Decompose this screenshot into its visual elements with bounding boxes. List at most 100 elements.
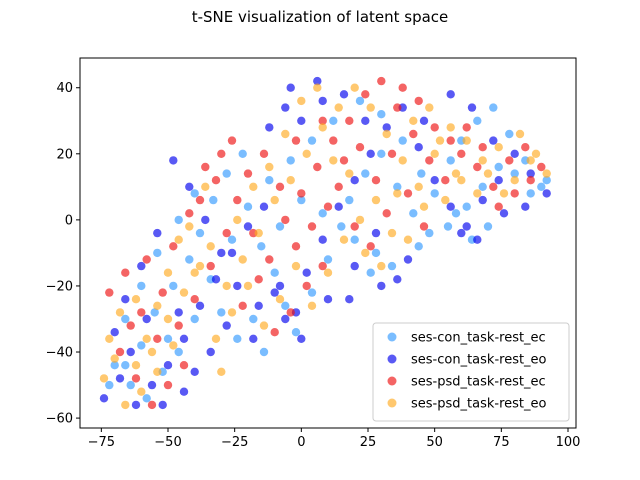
scatter-point-0-69 <box>489 103 498 112</box>
scatter-point-1-48 <box>121 295 130 304</box>
y-tick-label: −60 <box>46 412 73 427</box>
scatter-point-2-32 <box>366 242 375 251</box>
scatter-point-2-40 <box>238 301 247 310</box>
scatter-point-3-69 <box>361 248 370 258</box>
scatter-point-3-26 <box>478 156 487 165</box>
scatter-point-2-29 <box>414 96 423 106</box>
scatter-point-3-33 <box>435 136 445 145</box>
scatter-point-1-51 <box>142 314 151 324</box>
scatter-point-2-12 <box>297 189 306 198</box>
scatter-point-0-11 <box>270 268 279 277</box>
scatter-point-2-5 <box>185 209 194 218</box>
scatter-point-1-72 <box>249 334 258 343</box>
y-tick-label: 0 <box>65 213 73 228</box>
scatter-point-2-37 <box>286 308 295 317</box>
scatter-point-0-49 <box>110 361 119 370</box>
legend: ses-con_task-rest_ec ses-con_task-rest_eo… <box>372 322 570 422</box>
scatter-point-1-34 <box>393 275 402 284</box>
scatter-point-0-12 <box>281 301 290 310</box>
scatter-point-1-43 <box>201 215 210 225</box>
scatter-point-1-1 <box>115 374 125 383</box>
scatter-point-3-42 <box>291 261 301 271</box>
scatter-point-0-4 <box>169 281 178 291</box>
scatter-point-0-28 <box>526 189 535 198</box>
scatter-point-2-69 <box>462 123 471 132</box>
scatter-point-2-67 <box>419 222 429 231</box>
scatter-point-2-68 <box>446 136 455 145</box>
scatter-point-2-19 <box>409 129 418 139</box>
scatter-point-0-62 <box>371 248 381 258</box>
plot-frame <box>79 57 577 429</box>
scatter-point-3-68 <box>345 169 354 178</box>
scatter-point-1-22 <box>446 202 455 211</box>
scatter-point-1-0 <box>99 394 109 403</box>
scatter-point-3-1 <box>110 354 119 363</box>
scatter-point-2-51 <box>163 380 173 390</box>
scatter-point-0-34 <box>398 136 407 145</box>
scatter-point-2-66 <box>403 189 413 198</box>
scatter-point-1-52 <box>174 308 183 317</box>
scatter-point-1-61 <box>473 235 482 244</box>
scatter-point-3-6 <box>163 268 173 277</box>
scatter-point-3-10 <box>222 281 231 291</box>
scatter-point-3-50 <box>163 314 173 324</box>
scatter-point-3-20 <box>382 129 391 139</box>
scatter-point-1-64 <box>158 400 167 410</box>
scatter-point-2-36 <box>302 281 311 291</box>
scatter-point-0-38 <box>307 136 317 145</box>
scatter-point-3-56 <box>153 367 162 376</box>
scatter-point-3-23 <box>430 149 439 158</box>
x-tick-label: 100 <box>556 435 581 450</box>
scatter-point-2-20 <box>425 156 434 165</box>
scatter-point-1-27 <box>526 169 535 178</box>
scatter-point-0-19 <box>377 149 386 158</box>
x-tick-label: −75 <box>88 435 115 450</box>
scatter-point-3-65 <box>297 96 306 106</box>
scatter-point-3-4 <box>142 334 151 343</box>
scatter-point-1-26 <box>510 149 519 158</box>
scatter-point-3-22 <box>414 182 423 191</box>
scatter-point-3-9 <box>206 242 215 251</box>
scatter-point-3-28 <box>510 176 519 185</box>
scatter-point-3-78 <box>515 129 525 139</box>
scatter-point-0-35 <box>377 110 386 119</box>
scatter-point-0-20 <box>393 182 402 191</box>
x-tick-label: 50 <box>426 435 443 450</box>
scatter-point-1-30 <box>467 103 477 112</box>
scatter-point-0-27 <box>510 169 519 178</box>
scatter-point-3-34 <box>419 202 429 211</box>
scatter-point-2-27 <box>537 162 546 172</box>
scatter-point-0-73 <box>366 268 375 277</box>
scatter-point-3-77 <box>499 189 509 198</box>
scatter-point-0-32 <box>451 209 461 218</box>
scatter-point-2-64 <box>371 176 381 185</box>
legend-box <box>372 322 570 422</box>
scatter-point-2-48 <box>115 347 125 357</box>
scatter-point-1-50 <box>126 347 135 357</box>
scatter-point-3-62 <box>249 182 258 191</box>
scatter-point-0-51 <box>137 281 146 291</box>
scatter-point-2-23 <box>473 162 482 172</box>
scatter-point-3-71 <box>393 189 402 198</box>
scatter-point-2-13 <box>313 162 322 172</box>
scatter-point-1-73 <box>270 288 279 297</box>
scatter-point-0-39 <box>286 156 295 165</box>
scatter-point-0-2 <box>137 341 146 350</box>
scatter-point-0-65 <box>430 189 439 198</box>
scatter-point-1-31 <box>446 90 455 99</box>
scatter-point-1-3 <box>147 380 157 390</box>
scatter-point-1-7 <box>211 275 221 284</box>
scatter-point-2-60 <box>307 222 317 231</box>
scatter-point-1-11 <box>275 281 285 291</box>
scatter-point-2-39 <box>254 275 263 284</box>
scatter-point-2-0 <box>105 288 114 297</box>
scatter-point-3-38 <box>355 215 365 225</box>
scatter-point-0-18 <box>361 169 370 178</box>
scatter-point-3-30 <box>542 169 551 178</box>
scatter-point-0-21 <box>409 209 418 218</box>
scatter-point-3-63 <box>265 162 274 172</box>
scatter-point-0-40 <box>265 176 274 185</box>
scatter-point-3-16 <box>318 123 327 132</box>
scatter-point-2-75 <box>291 136 301 145</box>
scatter-point-0-59 <box>297 195 306 205</box>
